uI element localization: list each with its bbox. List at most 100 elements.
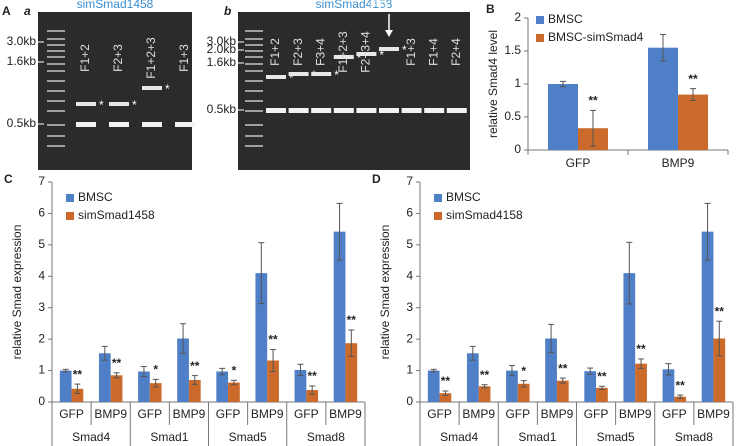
gel-band [76, 102, 96, 106]
ladder-band [47, 90, 65, 92]
error-bar [430, 368, 437, 373]
band-marker: * [334, 68, 339, 82]
y-tick-label: 0 [406, 394, 413, 408]
bar [648, 47, 678, 151]
bar [216, 371, 229, 402]
ladder-band [47, 56, 65, 58]
error-bar [152, 378, 159, 388]
bar [584, 371, 597, 402]
error-bar [309, 385, 316, 395]
gel-letter: a [24, 4, 31, 18]
ladder-band [245, 44, 263, 46]
ladder-band [245, 38, 263, 40]
lane-label: F1+3 [404, 38, 418, 66]
y-tick-label: 3 [38, 300, 45, 314]
bar [110, 375, 123, 402]
gel-band [356, 108, 377, 113]
lane-label: F2+3 [111, 44, 125, 72]
significance: ** [676, 378, 686, 392]
significance: ** [73, 367, 83, 381]
y-tick-label: 7 [406, 174, 413, 188]
legend-swatch [536, 16, 544, 24]
error-bar [113, 372, 120, 379]
gel-band [142, 86, 162, 90]
bar [635, 363, 647, 402]
bar [345, 343, 358, 402]
error-bar [508, 365, 515, 377]
significance: ** [441, 374, 451, 388]
error-bar [590, 109, 596, 147]
bar [294, 369, 307, 402]
ladder-band [47, 110, 65, 112]
bar [623, 273, 636, 402]
error-bar [677, 394, 684, 399]
lane-label: F1+2+3 [144, 37, 158, 79]
panel-letter: B [486, 2, 495, 16]
group-label: Smad5 [229, 430, 267, 444]
error-bar [180, 323, 187, 354]
bar [188, 380, 201, 402]
y-tick-label: 2 [406, 331, 413, 345]
lane-label: F2+3 [291, 38, 305, 66]
ladder-band [245, 124, 263, 126]
gel-band [266, 75, 286, 79]
group-label: Smad8 [675, 430, 713, 444]
y-tick-label: 6 [406, 206, 413, 220]
significance: ** [597, 369, 607, 383]
bar [548, 84, 578, 150]
ladder-band [47, 38, 65, 40]
gel-band [109, 122, 129, 127]
bar [466, 353, 479, 402]
size-label: 0.5kb [207, 102, 237, 116]
group-label: Smad1 [150, 430, 188, 444]
ladder-band [47, 80, 65, 82]
size-label: 1.6kb [7, 54, 37, 68]
error-bar [270, 349, 277, 373]
gel-band [379, 47, 399, 51]
ladder-band [47, 124, 65, 126]
gel-band [288, 72, 309, 76]
group-label: Smad4 [72, 430, 110, 444]
legend-label: BMSC [78, 190, 113, 204]
legend-label: BMSC [548, 12, 583, 26]
bar [228, 382, 240, 402]
panel-letter: D [372, 172, 381, 186]
significance: ** [347, 313, 357, 327]
ladder-band [47, 100, 65, 102]
significance: * [232, 363, 237, 377]
band-marker: * [165, 82, 170, 96]
significance: ** [715, 304, 725, 318]
bar [177, 338, 189, 402]
error-bar [704, 202, 711, 261]
y-axis-label: relative Smad4 level [486, 30, 500, 138]
error-bar [690, 88, 696, 101]
error-bar [140, 365, 147, 378]
band-marker: * [99, 98, 104, 112]
bar [267, 360, 279, 402]
ladder-band [245, 56, 263, 58]
panel-letter: C [4, 172, 13, 186]
y-tick-label: 5 [406, 237, 413, 251]
significance: ** [480, 368, 490, 382]
x-tick-label: BMP9 [662, 156, 695, 170]
size-label: 0.5kb [7, 116, 37, 130]
legend-swatch [66, 212, 74, 220]
gel-band [266, 108, 286, 113]
significance: ** [636, 342, 646, 356]
gel-band [288, 108, 309, 113]
bar [98, 353, 111, 402]
x-tick-label: BMP9 [697, 407, 730, 421]
group-label: Smad1 [518, 430, 556, 444]
band-marker: * [289, 71, 294, 85]
x-tick-label: GFP [662, 407, 687, 421]
size-label: 3.0kb [7, 34, 37, 48]
group-label: Smad5 [597, 430, 635, 444]
y-tick-label: 0 [514, 142, 521, 156]
legend-label: BMSC [446, 190, 481, 204]
significance: ** [308, 369, 318, 383]
legend-swatch [536, 34, 544, 42]
legend-swatch [434, 212, 442, 220]
y-tick-label: 1 [38, 363, 45, 377]
error-bar [219, 367, 226, 376]
bar [674, 396, 687, 402]
